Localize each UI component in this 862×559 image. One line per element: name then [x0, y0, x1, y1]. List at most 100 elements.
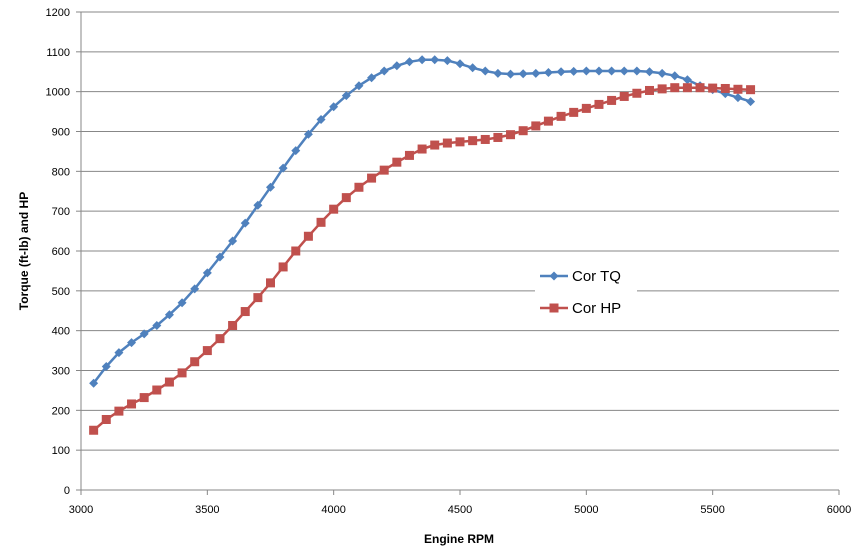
- data-point: [695, 83, 705, 93]
- x-tick-label: 3000: [69, 504, 93, 516]
- data-point: [430, 55, 440, 65]
- data-point: [733, 93, 743, 103]
- data-point: [733, 84, 743, 94]
- y-tick-label: 200: [52, 405, 70, 417]
- series-layer: [89, 55, 756, 435]
- y-tick-label: 100: [52, 445, 70, 457]
- data-point: [253, 200, 263, 210]
- data-point: [417, 55, 427, 65]
- data-point: [266, 182, 275, 192]
- data-point: [89, 378, 99, 388]
- data-point: [127, 338, 137, 348]
- data-point: [480, 134, 490, 144]
- data-point: [569, 107, 579, 117]
- data-point: [240, 307, 250, 317]
- data-point: [89, 425, 99, 435]
- data-point: [506, 69, 516, 79]
- data-point: [228, 320, 238, 330]
- x-tick-label: 5500: [700, 504, 724, 516]
- data-point: [468, 136, 478, 146]
- data-point: [240, 218, 250, 228]
- data-point: [455, 137, 465, 147]
- data-point: [101, 414, 111, 424]
- y-tick-label: 700: [52, 206, 70, 218]
- x-axis-title: Engine RPM: [424, 532, 494, 546]
- data-point: [682, 75, 692, 85]
- data-point: [202, 346, 212, 356]
- data-point: [556, 111, 566, 121]
- data-point: [594, 66, 604, 76]
- y-tick-label: 500: [52, 286, 70, 298]
- y-axis-title: Torque (ft-lb) and HP: [17, 192, 31, 310]
- data-point: [581, 103, 591, 113]
- data-point: [215, 334, 225, 344]
- data-point: [303, 231, 313, 241]
- data-point: [278, 262, 288, 272]
- y-tick-label: 1000: [46, 87, 70, 99]
- data-point: [392, 61, 402, 71]
- data-point: [493, 68, 503, 78]
- data-point: [442, 56, 452, 66]
- data-point: [632, 66, 642, 76]
- data-point: [354, 81, 364, 91]
- data-point: [114, 406, 124, 416]
- data-point: [341, 193, 351, 203]
- data-point: [417, 144, 427, 154]
- legend-items: Cor TQ Cor HP: [540, 268, 621, 317]
- x-tick-label: 5000: [574, 504, 598, 516]
- data-point: [291, 146, 301, 156]
- data-point: [354, 182, 364, 192]
- data-point: [316, 217, 326, 227]
- data-point: [379, 165, 389, 175]
- data-point: [746, 85, 756, 95]
- x-tick-label: 6000: [827, 504, 851, 516]
- data-point: [569, 66, 579, 76]
- data-point: [682, 83, 692, 93]
- data-point: [379, 66, 389, 76]
- data-point: [607, 66, 617, 76]
- data-point: [152, 385, 162, 395]
- y-tick-label: 900: [52, 127, 70, 139]
- y-tick-label: 300: [52, 366, 70, 378]
- data-point: [645, 85, 654, 95]
- axes: [76, 11, 840, 495]
- data-point: [278, 163, 288, 173]
- data-point: [468, 63, 478, 73]
- data-point: [253, 293, 263, 303]
- y-tick-label: 400: [52, 326, 70, 338]
- data-point: [455, 59, 465, 69]
- data-point: [404, 150, 414, 160]
- data-point: [139, 329, 149, 339]
- data-point: [657, 68, 667, 78]
- data-point: [404, 57, 414, 67]
- data-point: [266, 278, 275, 288]
- data-point: [367, 73, 377, 83]
- data-point: [164, 377, 174, 387]
- y-tick-label: 800: [52, 166, 70, 178]
- data-point: [291, 246, 301, 256]
- y-tick-label: 0: [64, 485, 70, 497]
- x-tick-label: 3500: [195, 504, 219, 516]
- data-point: [215, 252, 225, 262]
- legend-marker: [549, 303, 559, 313]
- data-point: [202, 268, 212, 278]
- data-point: [190, 357, 200, 367]
- data-point: [708, 83, 718, 93]
- data-point: [720, 83, 730, 93]
- legend-box: [535, 258, 637, 324]
- data-point: [670, 71, 680, 81]
- data-point: [581, 66, 591, 76]
- data-point: [101, 362, 111, 372]
- data-point: [114, 348, 124, 358]
- data-point: [543, 68, 553, 78]
- data-point: [556, 67, 566, 77]
- legend-label: Cor HP: [572, 300, 621, 317]
- data-point: [139, 393, 149, 403]
- data-point: [632, 88, 642, 98]
- y-tick-label: 1100: [46, 47, 70, 59]
- data-point: [430, 140, 440, 150]
- data-point: [543, 116, 553, 126]
- data-point: [607, 95, 617, 105]
- data-point: [670, 83, 680, 93]
